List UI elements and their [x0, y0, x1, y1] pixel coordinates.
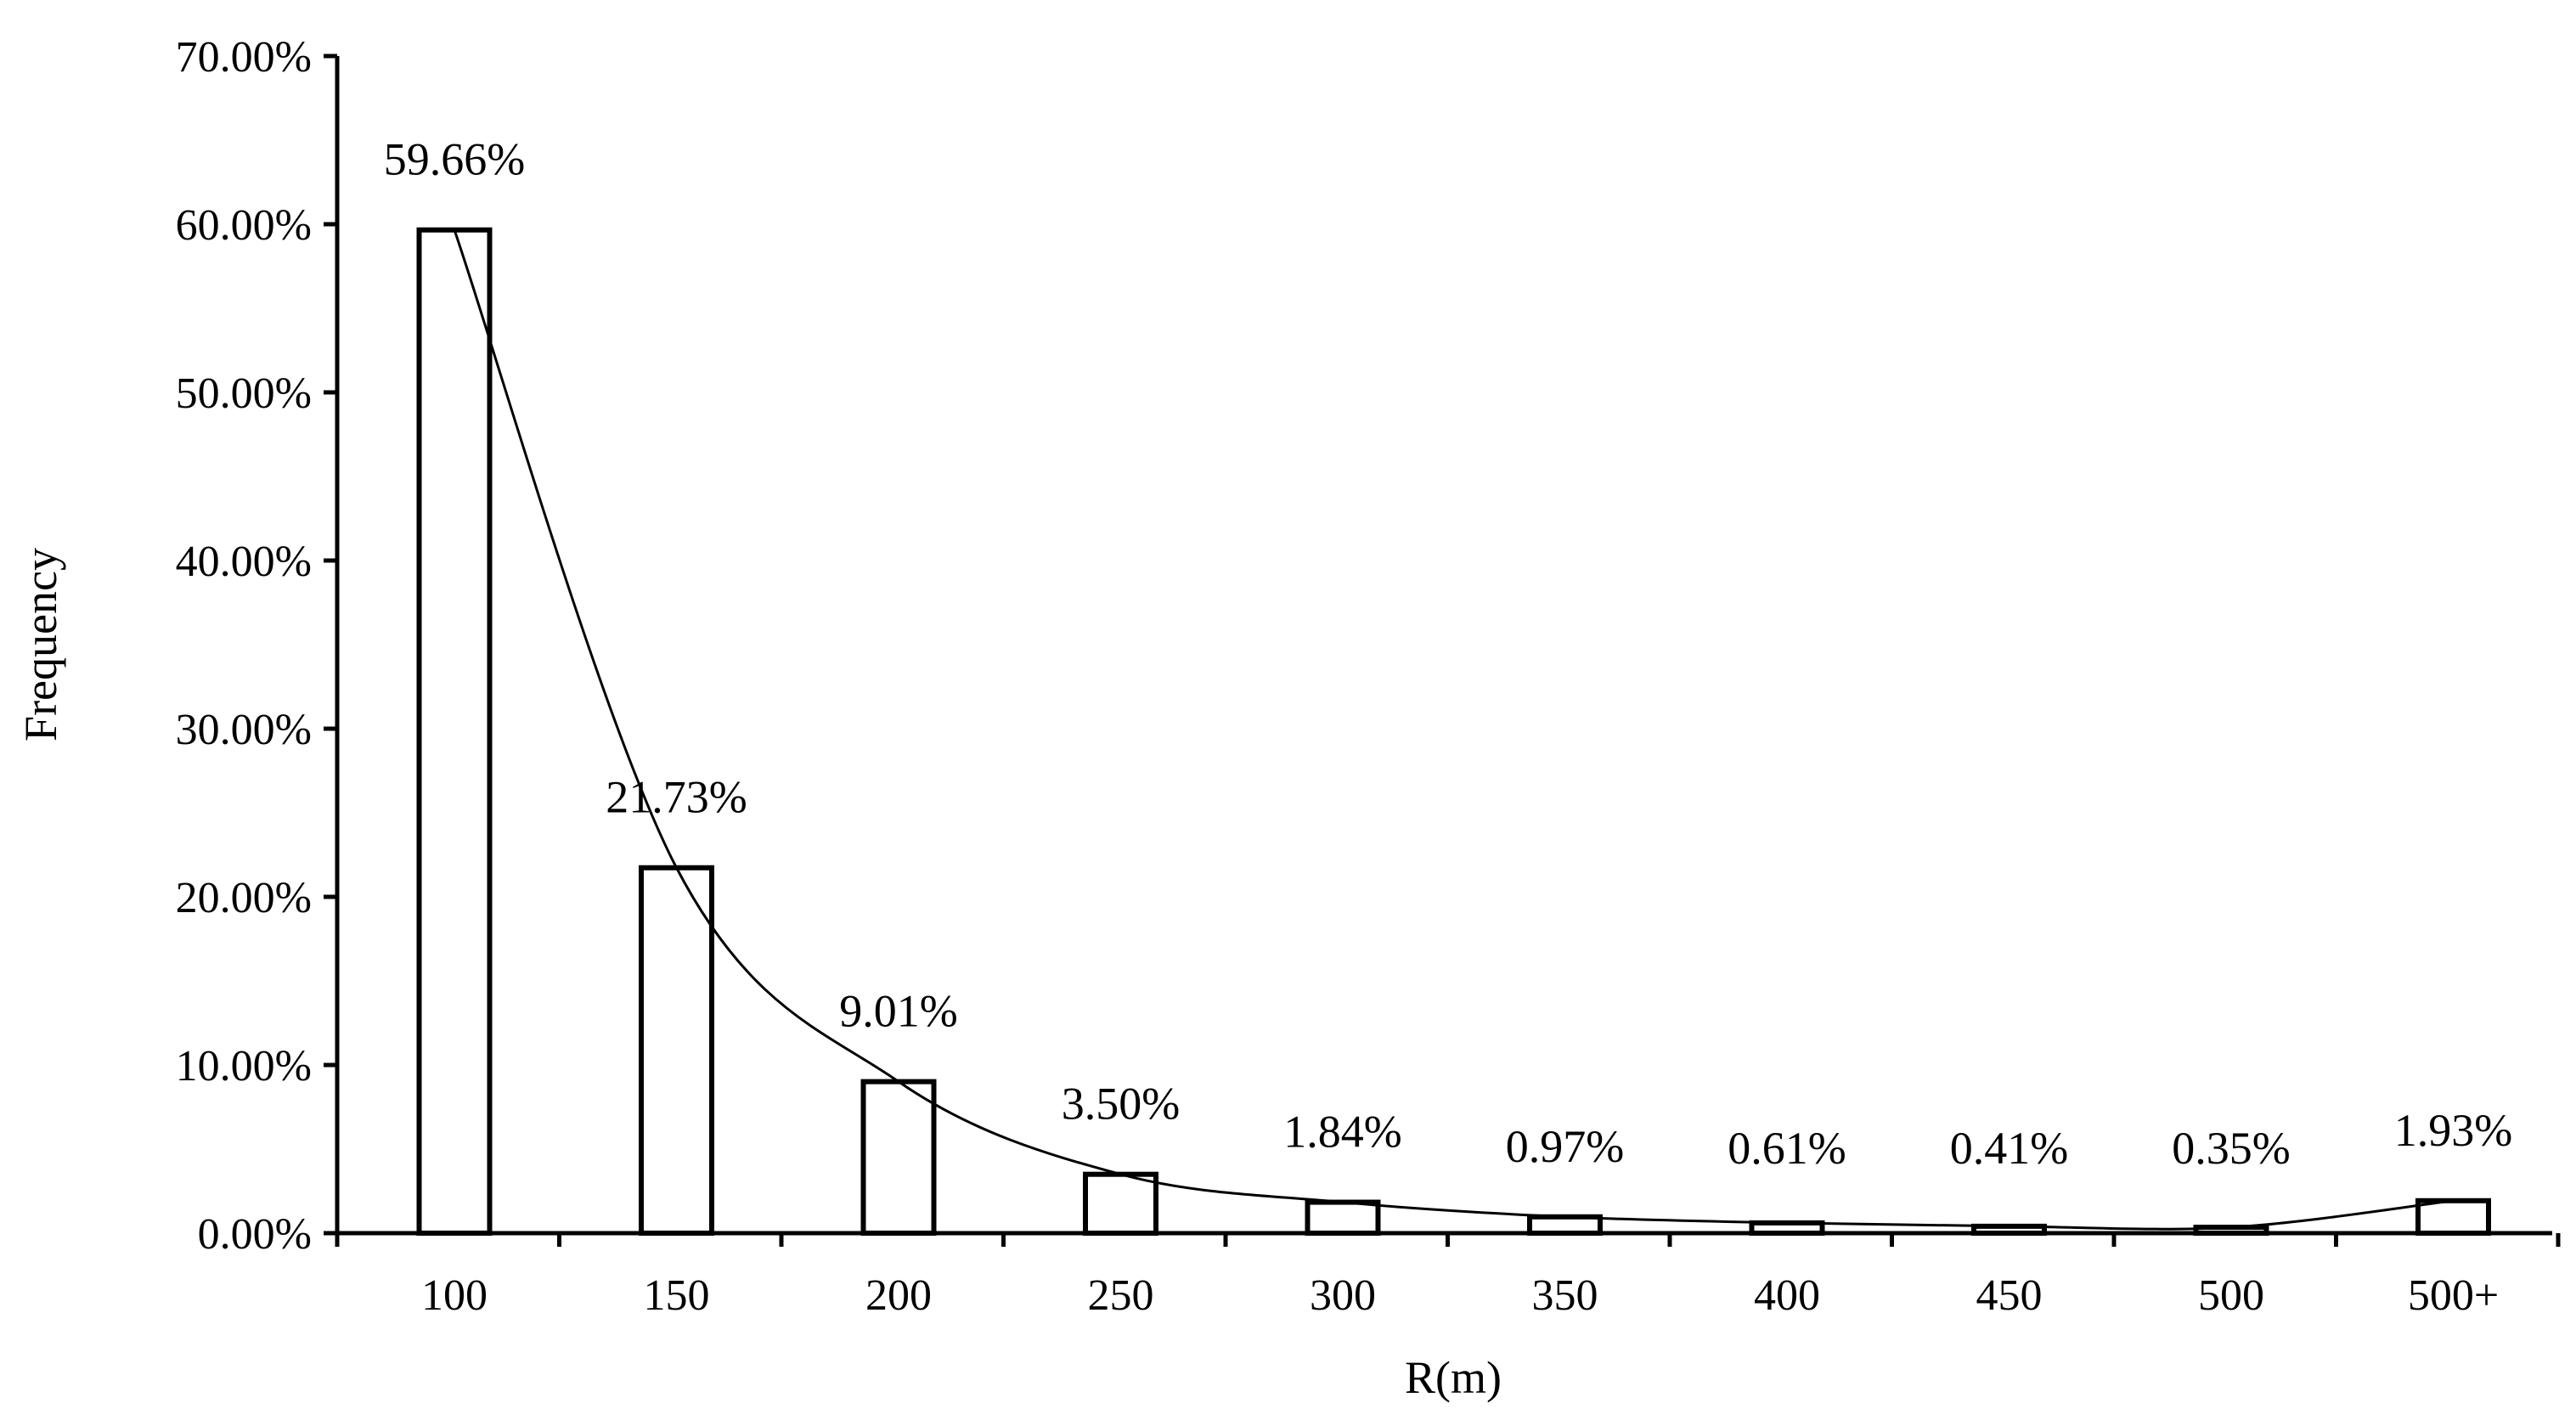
data-label-500: 0.35% — [2172, 1123, 2290, 1174]
x-tick-label: 500 — [2198, 1271, 2264, 1320]
y-tick-label: 70.00% — [176, 33, 312, 82]
y-tick-label: 50.00% — [176, 369, 312, 418]
data-label-500+: 1.93% — [2394, 1105, 2512, 1156]
x-tick-label: 400 — [1754, 1271, 1820, 1320]
axes-layer — [324, 54, 2561, 1247]
y-tick-label: 30.00% — [176, 706, 312, 754]
bar-100 — [416, 227, 493, 1236]
trend-line — [453, 229, 2454, 1231]
x-tick-label: 200 — [865, 1271, 932, 1320]
x-tick-label: 350 — [1532, 1271, 1598, 1320]
data-label-150: 21.73% — [606, 772, 747, 823]
x-tick-label: 300 — [1310, 1271, 1376, 1320]
x-tick-label: 450 — [1976, 1271, 2043, 1320]
bars-layer — [416, 227, 2491, 1237]
y-tick-label: 60.00% — [176, 201, 312, 250]
y-tick-label: 40.00% — [176, 538, 312, 586]
y-axis-title: Frequency — [15, 548, 66, 741]
y-tick-label: 0.00% — [198, 1210, 312, 1259]
x-tick-label: 500+ — [2408, 1271, 2499, 1320]
bar-350 — [1527, 1214, 1603, 1236]
x-tick-label: 100 — [421, 1271, 488, 1320]
x-tick-label: 250 — [1088, 1271, 1154, 1320]
x-tick-label: 150 — [644, 1271, 710, 1320]
labels-layer: 0.00% 10.00% 20.00% 30.00% 40.00% 50.00% 60.00… — [176, 33, 2513, 1320]
trend-layer — [453, 229, 2454, 1231]
bar-250 — [1083, 1171, 1158, 1236]
data-label-450: 0.41% — [1950, 1123, 2068, 1174]
data-label-400: 0.61% — [1728, 1123, 1846, 1174]
data-label-350: 0.97% — [1506, 1121, 1624, 1172]
data-label-100: 59.66% — [384, 134, 525, 185]
y-tick-label: 20.00% — [176, 874, 312, 922]
bar-500+ — [2415, 1197, 2491, 1237]
bar-150 — [639, 865, 714, 1236]
bar-300 — [1305, 1199, 1381, 1236]
y-tick-label: 10.00% — [176, 1042, 312, 1090]
x-axis-title: R(m) — [1405, 1352, 1502, 1403]
data-label-250: 3.50% — [1062, 1079, 1180, 1130]
bar-200 — [860, 1079, 937, 1237]
data-label-200: 9.01% — [839, 986, 957, 1037]
data-label-300: 1.84% — [1283, 1107, 1401, 1158]
